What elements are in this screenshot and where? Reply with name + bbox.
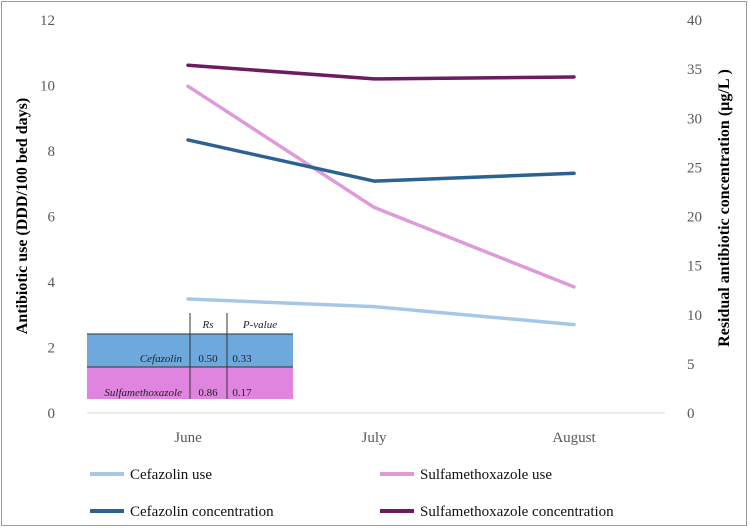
x-tick-label: July [361, 430, 387, 446]
y-right-tick-label: 0 [687, 406, 695, 422]
series-line-sulfamethoxazole-use [186, 84, 576, 289]
stats-row-rs: 0.86 [198, 387, 218, 399]
series-line-cefazolin-use [186, 297, 576, 327]
y-right-axis-title: Residual antibiotic concentration (µg/L … [716, 69, 733, 347]
legend-label-sulfamethoxazole-concentration: Sulfamethoxazole concentration [420, 504, 614, 520]
y-right-tick-label: 20 [687, 210, 702, 226]
stats-row-label: Sulfamethoxazole [104, 387, 182, 399]
y-left-tick-label: 12 [40, 13, 55, 29]
y-left-tick-label: 8 [48, 144, 56, 160]
y-left-tick-label: 2 [48, 341, 56, 357]
y-left-tick-label: 0 [48, 406, 56, 422]
y-right-tick-label: 35 [687, 62, 702, 78]
series-line-sulfamethoxazole-concentration [186, 63, 576, 81]
y-left-axis-title: Antibiotic use (DDD/100 bed days) [14, 98, 31, 334]
series-line-cefazolin-concentration [186, 138, 576, 183]
stats-header-pvalue: P-value [242, 319, 277, 331]
stats-header-rs: Rs [202, 319, 214, 331]
y-right-tick-label: 40 [687, 13, 702, 29]
stats-row-pvalue: 0.17 [232, 387, 252, 399]
y-left-tick-label: 10 [40, 79, 55, 95]
y-left-tick-label: 6 [48, 210, 56, 226]
y-left-tick-label: 4 [48, 275, 56, 291]
y-right-tick-label: 30 [687, 111, 702, 127]
stats-row-label: Cefazolin [140, 353, 183, 365]
y-right-tick-label: 10 [687, 308, 702, 324]
y-right-tick-label: 25 [687, 160, 702, 176]
legend-label-cefazolin-concentration: Cefazolin concentration [130, 504, 274, 520]
legend-label-cefazolin-use: Cefazolin use [130, 467, 212, 483]
y-right-tick-label: 15 [687, 259, 702, 275]
legend-label-sulfamethoxazole-use: Sulfamethoxazole use [420, 467, 552, 483]
stats-row-pvalue: 0.33 [232, 353, 252, 365]
stats-row-rs: 0.50 [198, 353, 218, 365]
x-tick-label: August [552, 430, 596, 446]
y-right-tick-label: 5 [687, 357, 695, 373]
x-tick-label: June [174, 430, 202, 446]
